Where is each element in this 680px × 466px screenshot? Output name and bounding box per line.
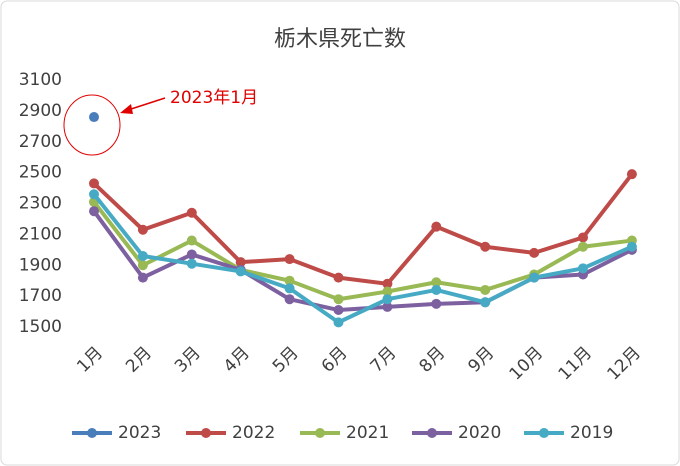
series-marker	[186, 258, 197, 269]
series-marker	[137, 260, 148, 271]
legend-item: 2021	[300, 423, 389, 443]
series-marker	[89, 189, 99, 200]
series-marker	[431, 277, 442, 288]
series-marker	[284, 275, 295, 286]
series-marker	[333, 294, 344, 305]
series-marker	[431, 284, 442, 295]
series-marker	[480, 284, 491, 295]
legend-label: 2023	[118, 423, 161, 443]
series-marker	[186, 207, 197, 218]
series-marker	[284, 283, 295, 294]
series-line	[92, 200, 633, 302]
series-marker	[578, 263, 588, 274]
series-marker	[89, 178, 99, 189]
annotation-arrow	[127, 97, 166, 111]
legend-swatch-marker	[315, 428, 325, 438]
y-tick-label: 2100	[19, 224, 62, 244]
series-marker	[186, 249, 197, 260]
y-tick-label: 2500	[19, 163, 62, 183]
series-marker	[235, 257, 246, 268]
y-tick-label: 2700	[19, 132, 62, 152]
annotation-text: 2023年1月	[170, 88, 258, 108]
series-marker	[578, 232, 588, 243]
series-marker	[480, 241, 491, 252]
legend-label: 2019	[570, 423, 613, 443]
legend-label: 2022	[232, 423, 275, 443]
legend-swatch-marker	[539, 428, 549, 438]
chart-title: 栃木県死亡数	[274, 27, 406, 52]
series-marker	[382, 294, 393, 305]
y-tick-label: 3100	[19, 70, 62, 90]
series-marker	[578, 241, 588, 252]
series-marker	[333, 317, 344, 328]
y-tick-label: 1900	[19, 255, 62, 275]
y-tick-label: 2900	[19, 101, 62, 121]
legend-swatch-marker	[427, 428, 437, 438]
series-marker	[382, 301, 393, 312]
annotation-circle	[63, 94, 121, 156]
legend-item: 2023	[72, 423, 161, 443]
series-marker	[235, 266, 246, 277]
legend-swatch-marker	[201, 428, 211, 438]
series-marker	[186, 235, 197, 246]
legend-label: 2020	[458, 423, 501, 443]
series-marker	[284, 294, 295, 305]
legend-swatch-marker	[87, 428, 97, 438]
series-marker	[626, 169, 637, 180]
series-marker	[431, 221, 442, 232]
legend-item: 2019	[524, 423, 613, 443]
series-marker	[382, 286, 393, 297]
legend-label: 2021	[346, 423, 389, 443]
series-marker	[89, 206, 99, 217]
series-marker	[137, 250, 148, 261]
y-tick-label: 1700	[19, 286, 62, 306]
series-marker	[382, 278, 393, 289]
y-tick-label: 1500	[19, 317, 62, 337]
series-marker	[529, 272, 540, 283]
series-line	[92, 172, 634, 286]
annotation-arrowhead	[120, 104, 133, 114]
series-marker	[333, 272, 344, 283]
series-marker	[137, 272, 148, 283]
legend-item: 2022	[186, 423, 275, 443]
series-marker	[626, 241, 637, 252]
legend-item: 2020	[412, 423, 501, 443]
series-line	[92, 192, 633, 325]
series-marker	[333, 305, 344, 316]
series-marker	[137, 224, 148, 235]
series-marker	[480, 297, 491, 308]
series-marker	[431, 298, 442, 309]
y-tick-label: 2300	[19, 194, 62, 214]
series-marker	[529, 247, 540, 258]
series-marker	[284, 254, 295, 265]
series-marker	[89, 112, 99, 123]
